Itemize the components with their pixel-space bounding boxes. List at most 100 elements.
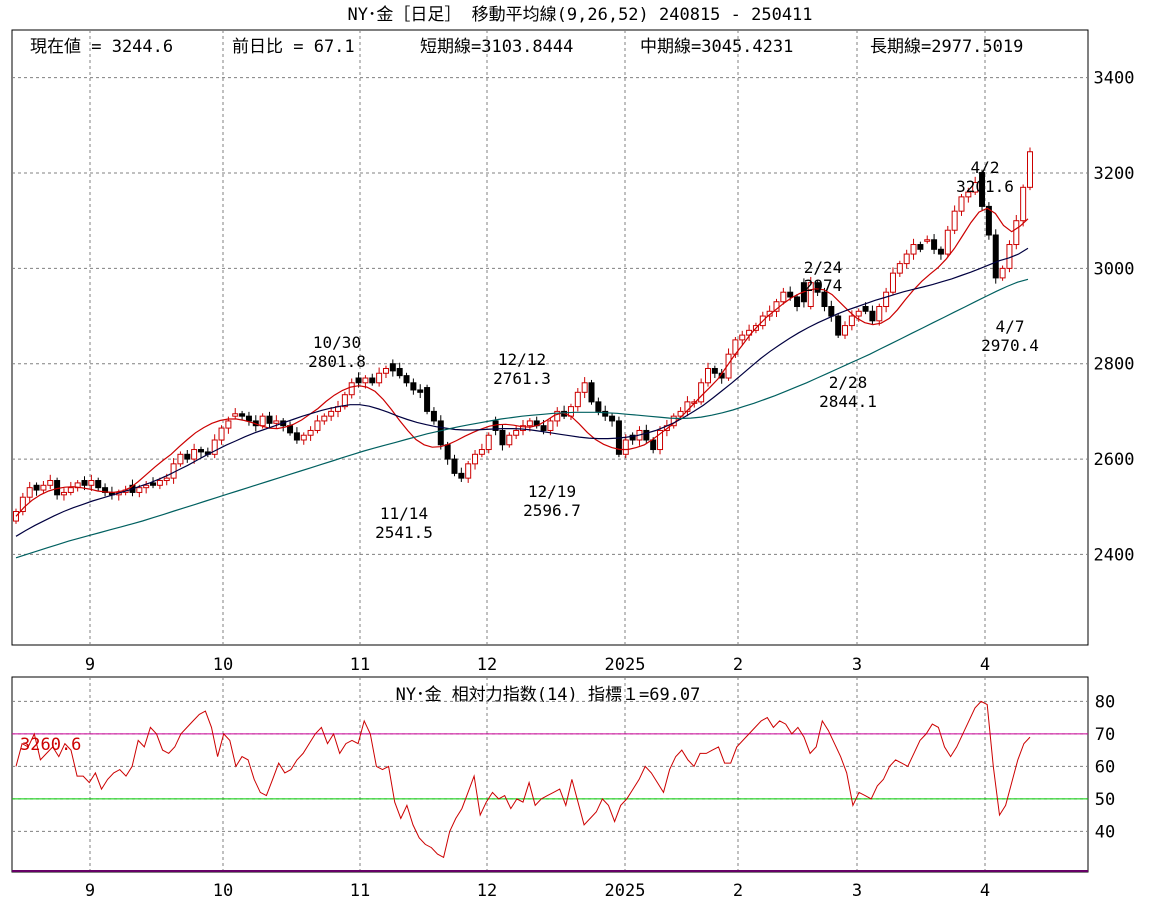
rsi-tick-label: 40	[1095, 822, 1115, 842]
candle-body	[862, 306, 869, 312]
candle-body	[554, 410, 561, 422]
rsi-tick-label: 70	[1095, 725, 1115, 745]
candle-body	[307, 429, 314, 436]
price-panel-grid	[12, 30, 1088, 645]
candle-body	[163, 477, 170, 482]
candle-body	[958, 196, 965, 212]
rsi-date-tick-label: 9	[85, 881, 95, 901]
long-ma-line	[15, 278, 1029, 559]
candle-body	[348, 382, 355, 396]
candle-body	[321, 415, 328, 422]
candle-body	[218, 427, 225, 441]
date-tick-label: 2025	[605, 655, 646, 675]
rsi-date-tick-label: 4	[980, 881, 990, 901]
long-ma-label: 長期線=2977.5019	[870, 37, 1023, 57]
candle-body	[677, 410, 684, 417]
rsi-tick-label: 80	[1095, 692, 1115, 712]
candle-body	[725, 353, 732, 379]
candle-body	[650, 439, 657, 451]
price-tick-label: 3200	[1094, 164, 1135, 184]
candle-body	[910, 244, 917, 255]
rsi-date-tick-label: 11	[350, 881, 370, 901]
candle-body	[382, 367, 389, 374]
candle-body	[478, 449, 485, 455]
annotation-value: 3201.6	[956, 177, 1014, 196]
candle-body	[711, 367, 718, 374]
candle-body	[437, 420, 444, 446]
candle-body	[444, 444, 451, 460]
price-date-axis-ticks: 9 10 11 12 2025 2 3 4	[85, 655, 990, 675]
candle-body	[629, 434, 636, 441]
rsi-date-tick-label: 3	[852, 881, 862, 901]
rsi-axis-ticks: 40 50 60 70 80	[1095, 692, 1115, 842]
candle-body	[972, 182, 979, 193]
candle-body	[197, 449, 204, 453]
candle-body	[869, 310, 876, 322]
candle-body	[739, 334, 746, 341]
candle-body	[506, 434, 513, 446]
candle-body	[698, 382, 705, 403]
candle-body	[944, 229, 951, 255]
candle-body	[951, 210, 958, 231]
candle-body	[184, 453, 191, 460]
candle-body	[232, 413, 239, 417]
date-tick-label: 4	[980, 655, 990, 675]
candle-body	[704, 367, 711, 384]
candle-body	[417, 389, 424, 393]
candle-body	[657, 429, 664, 451]
candle-body	[410, 382, 417, 391]
candle-body	[396, 367, 403, 377]
annotation-value: 2801.8	[308, 352, 366, 371]
candle-body	[814, 282, 821, 293]
rsi-tick-label: 50	[1095, 790, 1115, 810]
rsi-tick-label: 60	[1095, 757, 1115, 777]
candle-body	[47, 480, 54, 486]
candle-body	[300, 434, 307, 441]
candle-body	[465, 463, 472, 479]
candlestick-series	[13, 147, 1033, 524]
candle-body	[917, 244, 924, 250]
candle-body	[376, 372, 383, 384]
annotation-date: 4/7	[996, 317, 1025, 336]
rsi-panel-grid	[12, 677, 1088, 872]
candle-body	[328, 410, 335, 417]
candle-body	[266, 415, 273, 424]
candle-body	[259, 415, 266, 427]
candle-body	[1013, 220, 1020, 246]
short-ma-label: 短期線=3103.8444	[420, 37, 573, 57]
annotation-value: 2761.3	[493, 369, 551, 388]
rsi-date-tick-label: 2	[733, 881, 743, 901]
rsi-date-axis-ticks: 9 10 11 12 2025 2 3 4	[85, 881, 990, 901]
annotation-value: 2541.5	[375, 523, 433, 542]
previous-day-change-label: 前日比 = 67.1	[232, 37, 355, 57]
annotation-date: 12/12	[498, 350, 546, 369]
candle-body	[40, 484, 47, 491]
candle-body	[389, 363, 396, 372]
candle-body	[540, 425, 547, 431]
rsi-date-tick-label: 2025	[605, 881, 646, 901]
date-tick-label: 3	[852, 655, 862, 675]
date-tick-label: 10	[213, 655, 233, 675]
candle-body	[1020, 186, 1027, 222]
candle-body	[513, 429, 520, 436]
candle-body	[622, 439, 629, 455]
candle-body	[19, 496, 26, 513]
price-tick-label: 2400	[1094, 545, 1135, 565]
candle-body	[821, 291, 828, 308]
rsi-date-tick-label: 10	[213, 881, 233, 901]
candle-body	[314, 420, 321, 431]
candle-body	[177, 453, 184, 465]
candle-body	[520, 425, 526, 431]
candle-body	[156, 480, 163, 486]
candle-body	[903, 253, 910, 265]
annotation-date: 10/30	[313, 333, 361, 352]
candle-body	[574, 391, 581, 408]
annotation-date: 12/19	[528, 482, 576, 501]
candle-body	[239, 413, 246, 417]
candle-body	[931, 239, 938, 250]
candle-body	[60, 491, 67, 496]
price-tick-label: 2600	[1094, 450, 1135, 470]
candle-body	[191, 449, 198, 460]
moving-average-lines	[15, 207, 1029, 559]
